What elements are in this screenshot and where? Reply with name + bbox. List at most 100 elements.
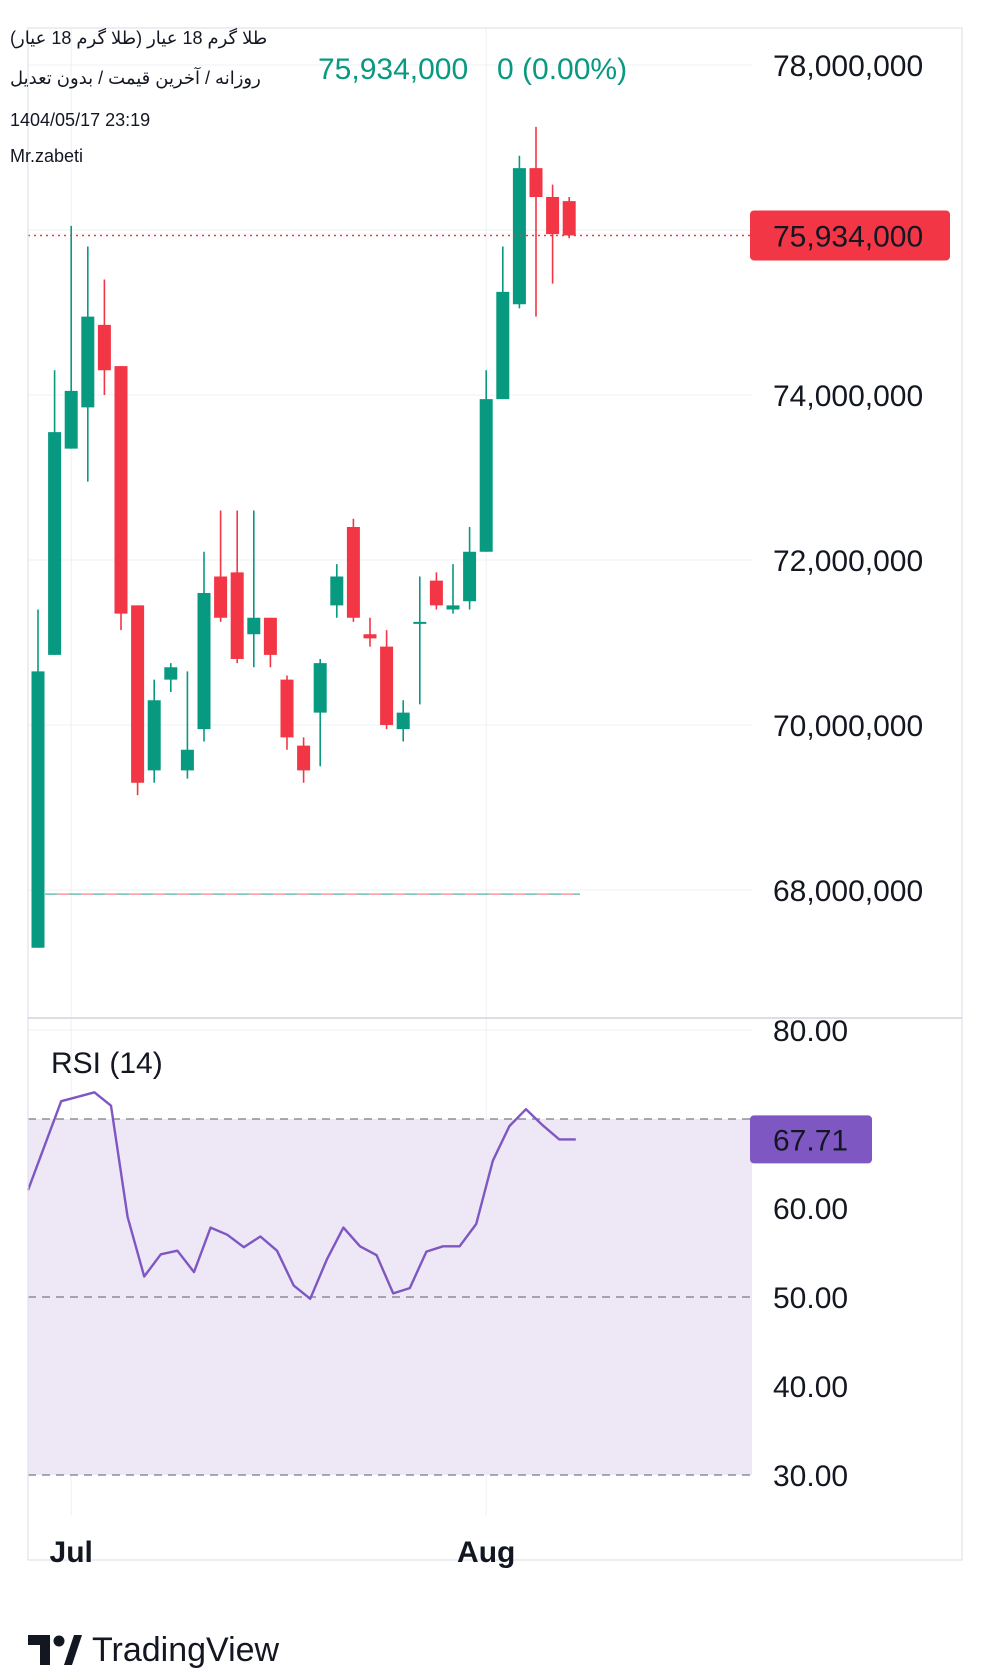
- candle-body: [529, 168, 543, 197]
- candle-body: [496, 291, 510, 400]
- chart-settings-label: روزانه / آخرین قیمت / بدون تعدیل: [10, 68, 261, 88]
- price-tick-label: 70,000,000: [773, 710, 923, 743]
- rsi-tick-label: 50.00: [773, 1282, 848, 1315]
- candle-down: [546, 184, 560, 284]
- price-tick-label: 68,000,000: [773, 875, 923, 908]
- candle-down: [263, 617, 277, 668]
- candle-body: [330, 576, 344, 606]
- candle-up: [330, 564, 344, 618]
- candle-up: [247, 510, 261, 668]
- candle-down: [214, 510, 228, 622]
- candle-body: [247, 617, 261, 635]
- candle-up: [496, 246, 510, 400]
- price-tick-label: 72,000,000: [773, 545, 923, 578]
- snapshot-datetime: 1404/05/17 23:19: [10, 110, 151, 130]
- candle-up: [313, 659, 327, 767]
- header-last-price: 75,934,000: [318, 53, 469, 86]
- candle-body: [114, 366, 128, 614]
- candle-body: [147, 700, 161, 771]
- tradingview-wordmark: TradingView: [92, 1630, 280, 1669]
- candle-body: [214, 576, 228, 618]
- chart-frame: [27, 27, 963, 1561]
- candle-up: [180, 671, 194, 779]
- tradingview-logo-icon: [28, 1635, 82, 1665]
- candle-down: [114, 366, 128, 631]
- candle-down: [131, 605, 145, 796]
- candle-down: [529, 126, 543, 317]
- rsi-tick-label: 80.00: [773, 1015, 848, 1048]
- candle-body: [164, 667, 178, 680]
- candle-up: [164, 663, 178, 692]
- candle-down: [363, 617, 377, 647]
- candle-body: [479, 399, 493, 552]
- candle-body: [230, 572, 244, 659]
- candle-body: [346, 527, 360, 618]
- candle-body: [131, 605, 145, 783]
- date-label: Jul: [50, 1536, 93, 1569]
- candle-body: [97, 324, 111, 371]
- tradingview-logo[interactable]: TradingView: [28, 1628, 279, 1672]
- rsi-line: [26, 1091, 576, 1301]
- candle-body: [463, 551, 477, 602]
- rsi-value-label: 67.71: [773, 1124, 848, 1157]
- candle-body: [297, 745, 311, 771]
- candle-body: [64, 390, 78, 449]
- candle-body: [313, 663, 327, 713]
- candle-down: [562, 197, 576, 239]
- candle-down: [429, 572, 443, 610]
- candle-up: [512, 155, 526, 309]
- outer-frame: [27, 27, 963, 1561]
- rsi-title: RSI (14): [51, 1047, 163, 1080]
- candle-up: [396, 700, 410, 742]
- candle-body: [81, 316, 95, 408]
- candle-down: [346, 518, 360, 622]
- rsi-tick-label: 60.00: [773, 1193, 848, 1226]
- price-axis: 78,000,000 74,000,000 72,000,000 70,000,000…: [750, 50, 950, 1493]
- candle-body: [562, 201, 576, 236]
- symbol-name: (طلا گرم 18 عیار (طلا گرم 18 عیار: [10, 28, 268, 48]
- candle-up: [31, 609, 45, 948]
- candle-body: [429, 580, 443, 606]
- candle-up: [479, 370, 493, 552]
- candle-up: [413, 576, 427, 705]
- candle-body: [380, 646, 394, 725]
- price-tick-label: 78,000,000: [773, 50, 923, 83]
- candle-up: [147, 679, 161, 783]
- candle-body: [396, 712, 410, 730]
- time-axis: Jul Aug: [50, 1536, 516, 1569]
- candle-body: [446, 605, 460, 610]
- candle-body: [546, 197, 560, 235]
- candle-down: [297, 737, 311, 783]
- author-name: Mr.zabeti: [10, 146, 84, 166]
- candle-body: [48, 432, 62, 655]
- current-price-label: 75,934,000: [773, 220, 923, 253]
- rsi-value-label-box: [750, 1115, 872, 1164]
- candle-body: [512, 168, 526, 305]
- price-tick-label: 74,000,000: [773, 380, 923, 413]
- rsi-tick-label: 30.00: [773, 1460, 848, 1493]
- candle-down: [97, 279, 111, 395]
- date-label: Aug: [457, 1536, 515, 1569]
- candle-down: [380, 630, 394, 730]
- candle-body: [263, 617, 277, 655]
- candle-body: [280, 679, 294, 738]
- candle-up: [48, 370, 62, 655]
- candle-body: [363, 634, 377, 639]
- candle-up: [64, 225, 78, 449]
- candle-body: [197, 593, 211, 730]
- candle-series: [31, 126, 576, 948]
- candle-up: [463, 527, 477, 610]
- rsi-band: [28, 1119, 752, 1475]
- header-price-change: 0 (0.00%): [497, 53, 628, 86]
- candle-body: [31, 671, 45, 948]
- current-price-label-box: [750, 210, 950, 261]
- candle-down: [280, 675, 294, 750]
- candle-down: [230, 510, 244, 664]
- candle-up: [81, 246, 95, 482]
- candle-up: [446, 564, 460, 614]
- candle-up: [197, 551, 211, 742]
- candle-body: [180, 749, 194, 771]
- rsi-pane: RSI (14): [26, 1047, 752, 1476]
- candle-body: [413, 621, 427, 624]
